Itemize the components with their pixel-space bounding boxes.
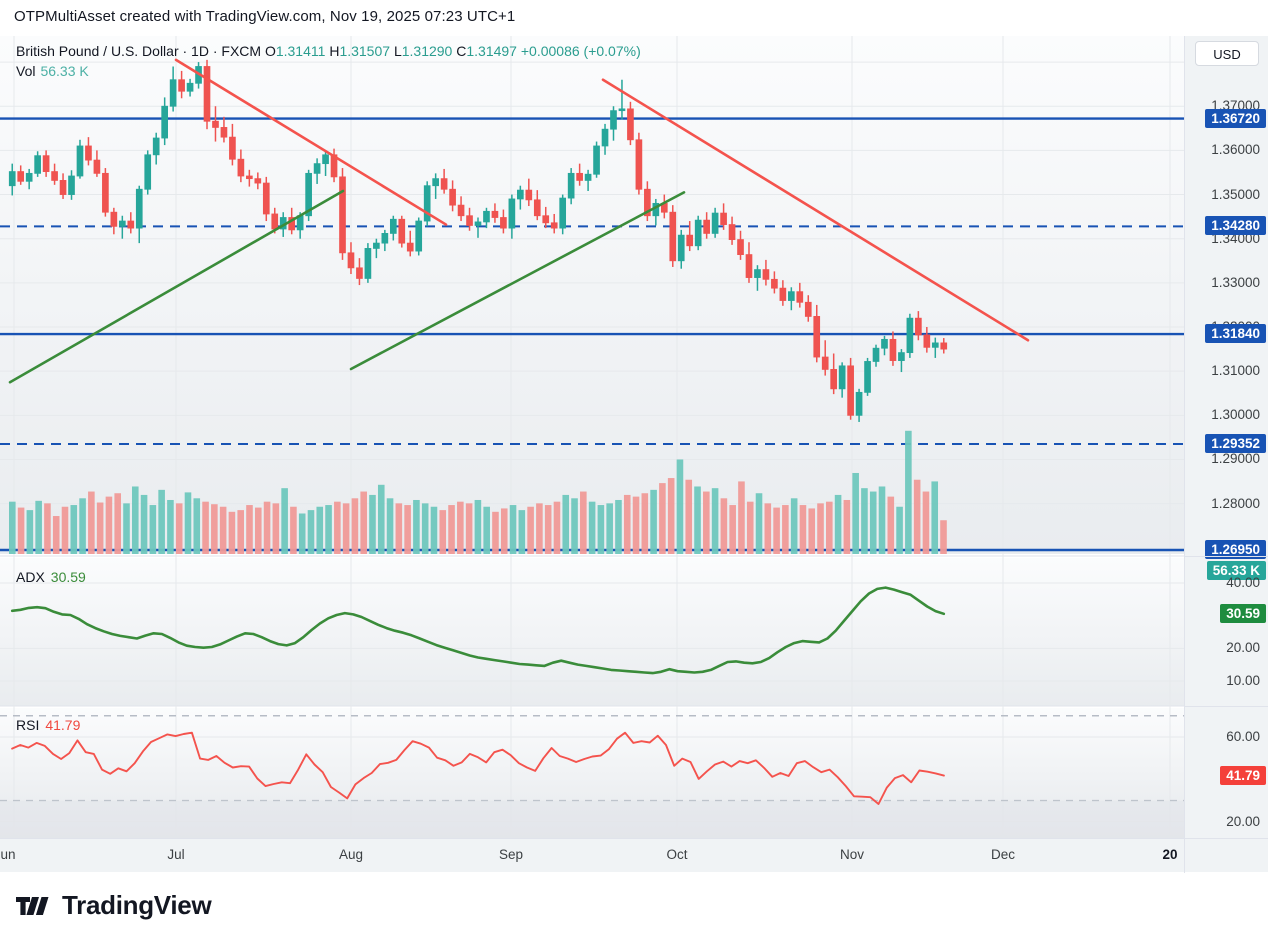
tradingview-logo: TradingView (16, 890, 212, 921)
price-tick-1-29000: 1.29000 (1211, 451, 1260, 467)
adx-pill[interactable]: 30.59 (1220, 603, 1266, 623)
currency-chip[interactable]: USD (1195, 41, 1259, 66)
adx-tick-20-00: 20.00 (1226, 640, 1260, 656)
time-label-nov: Nov (839, 847, 865, 862)
price-tick-1-35000: 1.35000 (1211, 186, 1260, 202)
chart-canvas[interactable] (0, 36, 1184, 838)
tradingview-wordmark: TradingView (62, 890, 212, 920)
chart-stage[interactable]: British Pound / U.S. Dollar · 1D · FXCM … (0, 36, 1268, 838)
tradingview-mark-icon (16, 896, 49, 915)
price-pill-1-36720[interactable]: 1.36720 (1205, 108, 1266, 128)
price-pill-1-34280[interactable]: 1.34280 (1205, 216, 1266, 236)
price-pill-1-29352[interactable]: 1.29352 (1205, 433, 1266, 453)
time-axis[interactable]: un Jul Aug Sep Oct Nov Dec 20 (0, 838, 1268, 873)
scale-separator-adx (1185, 556, 1268, 557)
time-label-oct: Oct (666, 847, 688, 862)
price-pill-1-26950[interactable]: 1.26950 (1205, 540, 1266, 559)
time-label-aug: Aug (338, 847, 364, 862)
time-label-jul: Jul (167, 847, 185, 862)
scale-separator-rsi (1185, 706, 1268, 707)
time-label-sep: Sep (498, 847, 524, 862)
price-scale[interactable]: USD 1.37000 1.36000 1.35000 1.34000 1.33000 1… (1184, 36, 1268, 838)
time-label-un: un (0, 847, 16, 862)
price-tick-1-30000: 1.30000 (1211, 407, 1260, 423)
adx-tick-40-00: 40.00 (1226, 575, 1260, 591)
axis-corner (1184, 839, 1268, 873)
adx-tick-10-00: 10.00 (1226, 672, 1260, 688)
attribution-text: OTPMultiAsset created with TradingView.c… (14, 8, 516, 25)
rsi-tick-20-00: 20.00 (1226, 813, 1260, 829)
time-label-dec: Dec (990, 847, 1016, 862)
rsi-tick-60-00: 60.00 (1226, 728, 1260, 744)
time-label-20: 20 (1162, 847, 1178, 862)
price-tick-1-28000: 1.28000 (1211, 495, 1260, 511)
price-tick-1-31000: 1.31000 (1211, 363, 1260, 379)
price-tick-1-33000: 1.33000 (1211, 274, 1260, 290)
rsi-pill[interactable]: 41.79 (1220, 765, 1266, 785)
price-pill-1-31840[interactable]: 1.31840 (1205, 324, 1266, 344)
volume-pill[interactable]: 56.33 K (1206, 561, 1266, 580)
price-tick-1-36000: 1.36000 (1211, 142, 1260, 158)
